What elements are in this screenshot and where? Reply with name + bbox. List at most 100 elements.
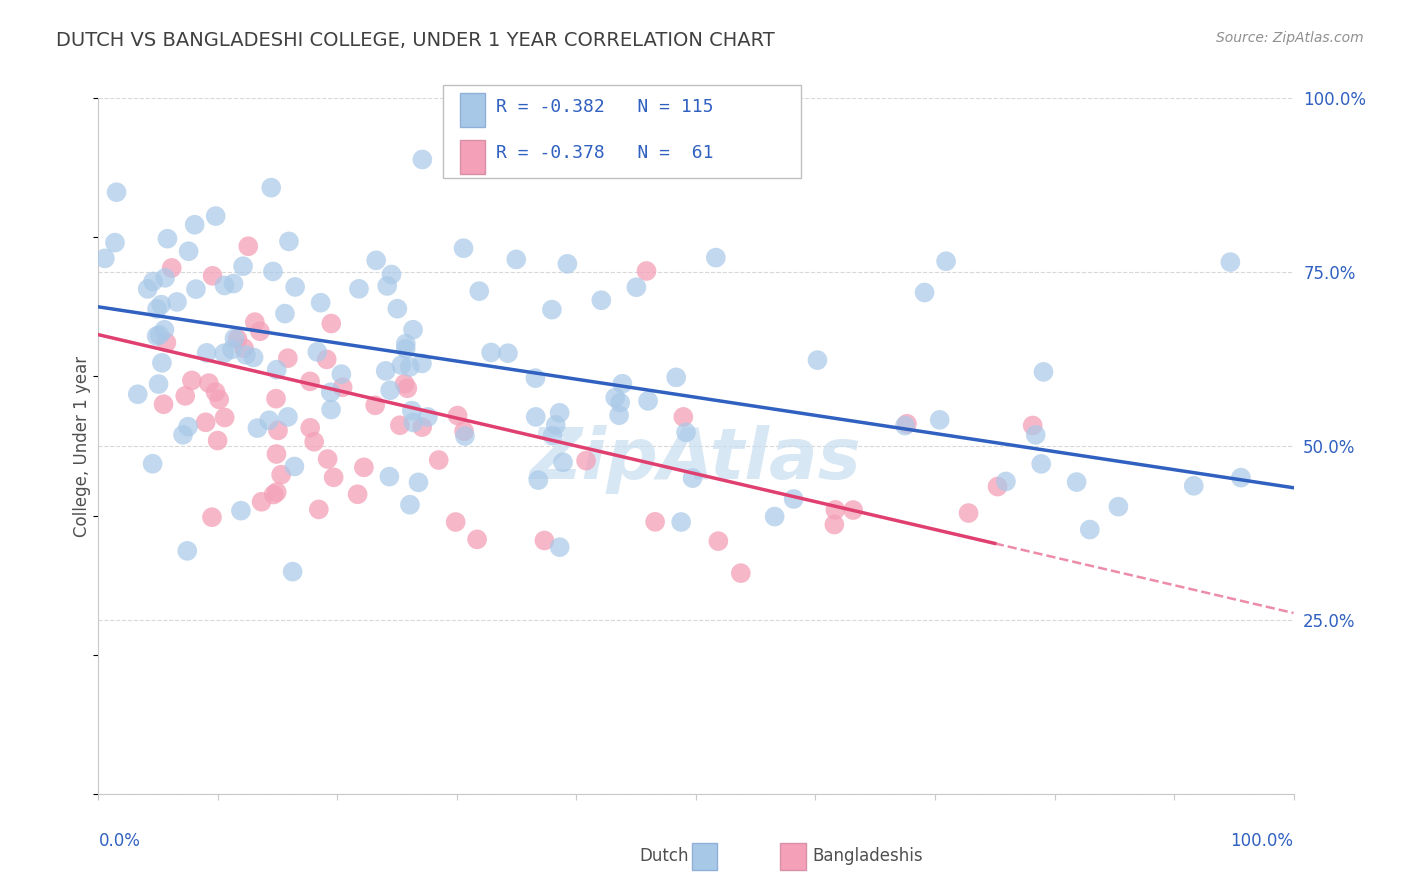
Point [277, 351, 299, 365]
Point [267, 424, 290, 438]
Point [208, 392, 231, 407]
Point [201, 510, 224, 524]
Point [224, 331, 246, 345]
Point [612, 376, 634, 391]
Point [626, 280, 648, 294]
Point [637, 393, 659, 408]
Point [308, 502, 330, 516]
Point [479, 345, 502, 359]
Point [156, 232, 179, 246]
Point [233, 341, 256, 355]
Point [238, 239, 260, 253]
Point [987, 479, 1010, 493]
Point [427, 453, 450, 467]
Point [453, 424, 475, 438]
Point [104, 235, 127, 250]
Point [201, 268, 224, 283]
Point [212, 346, 235, 360]
Point [957, 506, 980, 520]
Point [207, 434, 229, 448]
Point [180, 373, 202, 387]
Point [319, 402, 342, 417]
Point [145, 329, 167, 343]
Point [607, 408, 630, 422]
Point [782, 491, 804, 506]
Point [204, 384, 226, 399]
Point [896, 417, 918, 431]
Point [388, 418, 411, 433]
Point [1078, 523, 1101, 537]
Point [396, 381, 419, 395]
Point [411, 153, 433, 167]
Point [146, 301, 169, 316]
Point [226, 332, 249, 346]
Point [315, 352, 337, 367]
Point [152, 397, 174, 411]
Point [387, 301, 409, 316]
Point [636, 264, 658, 278]
Point [548, 406, 571, 420]
Point [184, 282, 207, 296]
Point [277, 235, 299, 249]
Point [172, 427, 194, 442]
Point [505, 252, 527, 267]
Point [232, 259, 254, 273]
Point [395, 342, 418, 356]
Point [1219, 255, 1241, 269]
Point [928, 413, 950, 427]
Text: Bangladeshis: Bangladeshis [813, 847, 924, 865]
Text: DUTCH VS BANGLADESHI COLLEGE, UNDER 1 YEAR CORRELATION CHART: DUTCH VS BANGLADESHI COLLEGE, UNDER 1 YE… [56, 31, 775, 50]
Point [235, 348, 257, 362]
Point [707, 534, 730, 549]
Point [544, 417, 567, 432]
Point [262, 264, 284, 278]
Point [446, 409, 468, 423]
Point [468, 284, 491, 298]
Text: Dutch: Dutch [640, 847, 689, 865]
Point [669, 515, 692, 529]
Point [1032, 365, 1054, 379]
Point [174, 389, 197, 403]
Point [605, 391, 627, 405]
Point [416, 409, 439, 424]
Point [221, 343, 243, 357]
Point [551, 455, 574, 469]
Point [524, 409, 547, 424]
Point [824, 503, 846, 517]
Point [195, 346, 218, 360]
Point [675, 425, 697, 440]
Point [541, 302, 564, 317]
Point [364, 398, 387, 412]
Point [150, 356, 173, 370]
Point [307, 345, 329, 359]
Point [204, 209, 226, 223]
Point [378, 384, 401, 398]
Point [366, 253, 388, 268]
Point [914, 285, 936, 300]
Point [408, 475, 430, 490]
Point [183, 218, 205, 232]
Point [644, 515, 666, 529]
Point [444, 515, 467, 529]
Point [283, 459, 305, 474]
Point [142, 457, 165, 471]
Point [533, 533, 555, 548]
Point [246, 421, 269, 435]
Point [257, 413, 280, 427]
Point [894, 418, 917, 433]
Point [270, 467, 292, 482]
Point [395, 336, 418, 351]
Point [229, 503, 252, 517]
Point [321, 317, 343, 331]
Point [281, 565, 304, 579]
Point [222, 277, 245, 291]
Point [148, 377, 170, 392]
Point [823, 517, 845, 532]
Point [250, 494, 273, 508]
Point [935, 254, 957, 268]
Point [1021, 418, 1043, 433]
Point [347, 282, 370, 296]
Point [194, 415, 217, 429]
Point [704, 251, 727, 265]
Point [105, 185, 128, 199]
